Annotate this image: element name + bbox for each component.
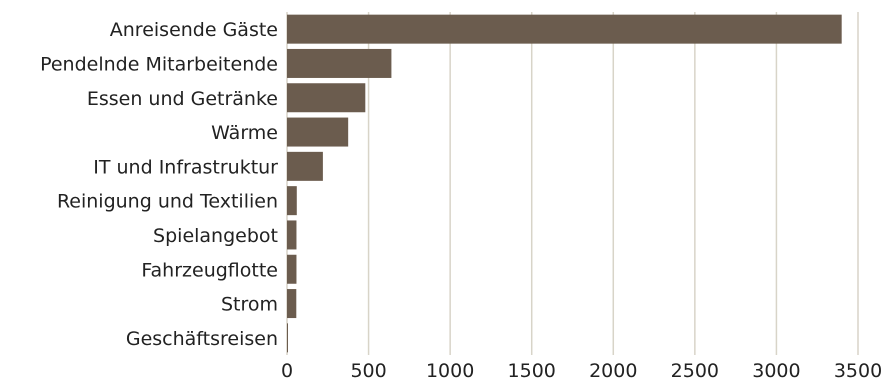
category-labels: Anreisende Gäste Pendelnde Mitarbeitende E…	[40, 19, 278, 350]
x-tick-label: 0	[281, 360, 293, 382]
bar	[287, 323, 288, 353]
category-label: Essen und Getränke	[87, 88, 278, 110]
x-tick-label: 3000	[752, 360, 800, 382]
bar	[287, 83, 366, 113]
category-label: Reinigung und Textilien	[57, 191, 278, 213]
category-label: Strom	[221, 294, 278, 316]
category-label: Spielangebot	[153, 225, 278, 247]
category-label: Pendelnde Mitarbeitende	[40, 53, 278, 75]
x-tick-label: 3500	[834, 360, 882, 382]
bar	[287, 48, 392, 78]
category-label: Wärme	[211, 122, 278, 144]
bars	[287, 14, 842, 353]
category-label: Anreisende Gäste	[110, 19, 278, 41]
bar	[287, 289, 297, 319]
x-tick-label: 1500	[508, 360, 556, 382]
x-tick-label: 2000	[589, 360, 637, 382]
category-label: Fahrzeugflotte	[141, 259, 278, 281]
bar	[287, 220, 297, 250]
category-label: IT und Infrastruktur	[93, 156, 278, 178]
x-tick-label: 2500	[671, 360, 719, 382]
bar	[287, 14, 842, 44]
bar	[287, 254, 297, 284]
bar	[287, 186, 297, 216]
x-axis-ticks: 0 500 1000 1500 2000 2500 3000 3500	[281, 360, 882, 382]
bar	[287, 151, 323, 181]
x-tick-label: 1000	[426, 360, 474, 382]
bar	[287, 117, 349, 147]
x-tick-label: 500	[350, 360, 386, 382]
category-label: Geschäftsreisen	[126, 328, 278, 350]
